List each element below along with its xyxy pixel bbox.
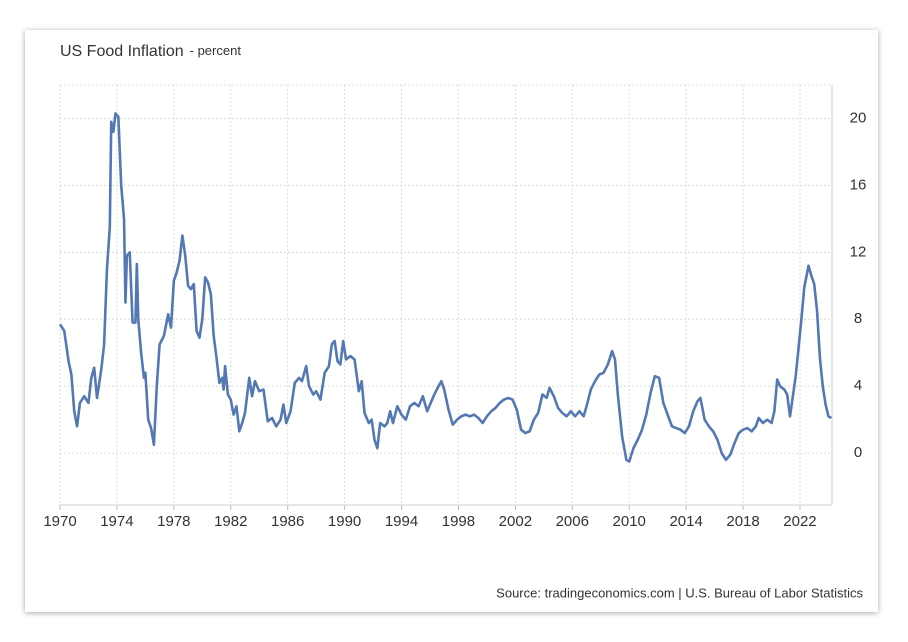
subtitle: - percent <box>190 43 242 58</box>
x-tick-label: 1998 <box>442 513 475 530</box>
x-tick-label: 2014 <box>669 513 702 530</box>
x-tick-label: 1986 <box>271 513 304 530</box>
x-tick-label: 2010 <box>613 513 646 530</box>
x-tick-label: 2006 <box>556 513 589 530</box>
y-tick-label: 20 <box>850 109 867 126</box>
x-tick-label: 1970 <box>43 513 76 530</box>
y-tick-label: 8 <box>854 310 862 327</box>
x-tick-label: 2002 <box>499 513 532 530</box>
x-tick-label: 1982 <box>214 513 247 530</box>
x-tick-label: 1990 <box>328 513 361 530</box>
source: Source: tradingeconomics.com | U.S. Bure… <box>496 585 863 600</box>
title: US Food Inflation <box>60 43 184 60</box>
y-tick-label: 12 <box>850 243 867 260</box>
x-tick-label: 1978 <box>157 513 190 530</box>
line-series <box>58 112 832 463</box>
y-tick-label: 4 <box>854 377 862 394</box>
chart-title: US Food Inflation - percent <box>60 43 241 60</box>
y-tick-label: 16 <box>850 176 867 193</box>
x-tick-label: 2022 <box>783 513 816 530</box>
y-tick-label: 0 <box>854 444 862 461</box>
x-tick-label: 1994 <box>385 513 418 530</box>
x-tick-label: 2018 <box>726 513 759 530</box>
x-tick-label: 1974 <box>100 513 133 530</box>
